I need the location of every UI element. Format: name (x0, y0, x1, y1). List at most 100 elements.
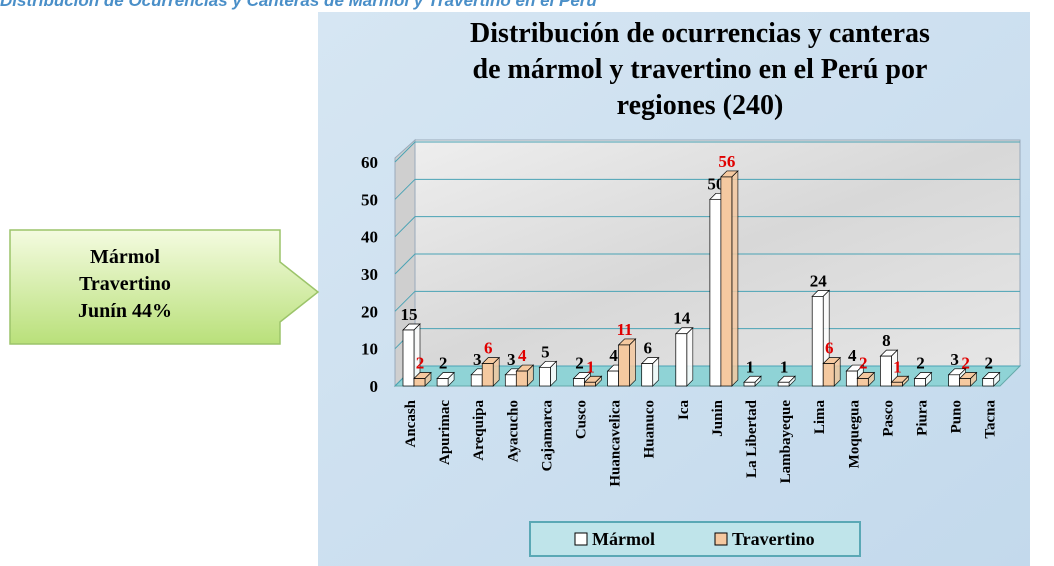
chart-title: de mármol y travertino en el Perú por (473, 54, 928, 85)
data-label: 11 (617, 320, 633, 339)
bar (504, 374, 517, 387)
callout-line: Travertino (79, 273, 171, 295)
data-label: 2 (439, 354, 448, 373)
bar (959, 378, 971, 387)
bar-side (629, 338, 636, 387)
data-label: 3 (950, 350, 959, 369)
x-tick-label: La Libertad (744, 399, 760, 478)
bar-side (731, 170, 739, 387)
data-label: 2 (916, 354, 925, 373)
y-tick-label: 30 (361, 265, 378, 284)
data-label: 4 (848, 346, 857, 365)
data-label: 50 (707, 174, 724, 193)
bar (914, 378, 926, 387)
data-label: 2 (984, 354, 993, 373)
callout-arrow (9, 229, 320, 345)
bar (845, 370, 858, 387)
legend-label: Mármol (592, 529, 655, 549)
bar (720, 176, 733, 387)
x-tick-label: Puno (949, 400, 965, 433)
data-label: 2 (575, 354, 584, 373)
y-tick-label: 50 (361, 190, 378, 209)
bar (436, 378, 449, 387)
grid-line (394, 141, 1020, 163)
grid-line (394, 178, 1020, 200)
grid-line (394, 253, 1020, 275)
grid-line (394, 216, 1020, 238)
bar (982, 378, 995, 387)
data-label: 6 (643, 339, 652, 358)
bar (822, 363, 835, 387)
data-label: 24 (810, 271, 828, 290)
y-tick-label: 40 (361, 228, 378, 247)
bar (777, 381, 790, 387)
bar (948, 374, 960, 387)
x-tick-label: Ancash (403, 399, 419, 447)
callout-line: Mármol (90, 246, 160, 268)
data-label: 5 (541, 342, 550, 361)
x-tick-label: Apurimac (437, 400, 453, 465)
x-tick-label: Ayacucho (505, 400, 521, 462)
bar (880, 355, 892, 387)
data-label: 14 (673, 309, 691, 328)
bar (891, 381, 903, 387)
bar (811, 296, 824, 387)
bar (402, 329, 415, 387)
x-tick-label: Pasco (880, 400, 896, 437)
data-label: 2 (859, 354, 868, 373)
bar (515, 370, 528, 387)
data-label: 56 (718, 152, 735, 171)
bar (641, 363, 654, 387)
legend-swatch (714, 532, 728, 546)
x-tick-label: Huanuco (642, 400, 658, 458)
bar (856, 378, 869, 387)
legend-swatch (574, 532, 588, 546)
y-tick-label: 0 (370, 377, 379, 396)
data-label: 6 (825, 339, 834, 358)
x-tick-label: Tacna (983, 400, 999, 439)
x-tick-label: Piura (915, 400, 931, 436)
x-tick-label: Arequipa (471, 400, 487, 461)
y-tick-label: 10 (361, 340, 378, 359)
y-tick-label: 20 (361, 302, 378, 321)
data-label: 6 (484, 339, 493, 358)
data-label: 1 (780, 357, 789, 376)
x-tick-label: Lima (812, 400, 828, 435)
bar (539, 366, 551, 387)
x-tick-label: Cajamarca (539, 400, 555, 472)
x-tick-label: Lambayeque (778, 400, 794, 484)
x-tick-label: Junin (710, 399, 726, 436)
callout-line: Junín 44% (78, 300, 172, 322)
bar (470, 374, 483, 387)
x-tick-label: Moquegua (846, 400, 862, 469)
bar (573, 378, 585, 387)
data-label: 2 (961, 354, 970, 373)
legend-label: Travertino (732, 529, 815, 549)
chart-title: regiones (240) (617, 90, 784, 121)
data-label: 8 (882, 331, 891, 350)
bar (709, 198, 722, 387)
data-label: 1 (746, 357, 755, 376)
bar (618, 344, 630, 387)
bar (413, 378, 426, 387)
bar (675, 333, 688, 387)
bar (584, 381, 596, 387)
y-tick-label: 60 (361, 153, 378, 172)
chart-title: Distribución de ocurrencias y canteras (470, 18, 930, 49)
data-label: 4 (609, 346, 618, 365)
bar-side (686, 326, 694, 387)
data-label: 2 (416, 354, 425, 373)
data-label: 3 (507, 350, 516, 369)
x-tick-label: Huancavelica (608, 400, 624, 487)
x-tick-label: Ica (676, 400, 692, 420)
data-label: 1 (586, 357, 595, 376)
x-tick-label: Cusco (574, 400, 590, 439)
data-label: 4 (518, 346, 527, 365)
data-label: 1 (893, 357, 902, 376)
header-text: Distribución de Ocurrencias y Canteras d… (0, 0, 597, 10)
data-label: 15 (401, 305, 418, 324)
bar (743, 381, 756, 387)
bar (607, 370, 619, 387)
bar (481, 363, 494, 387)
